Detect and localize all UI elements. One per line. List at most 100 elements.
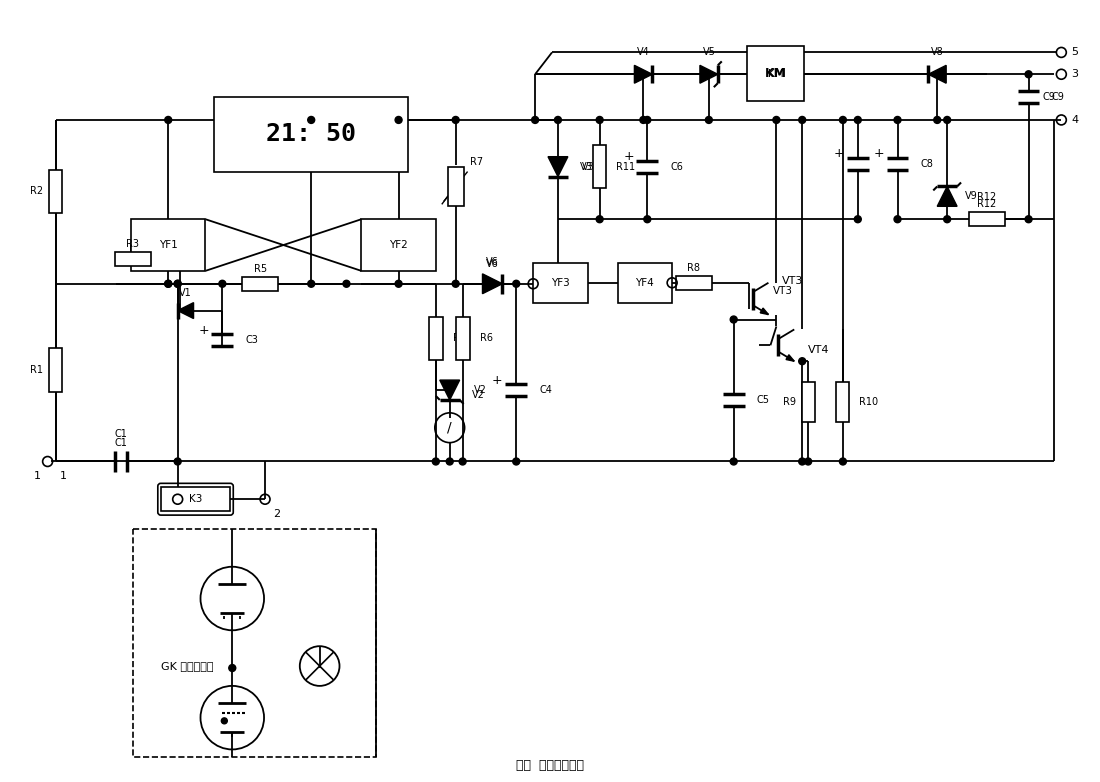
Circle shape	[1025, 71, 1032, 77]
Circle shape	[174, 280, 182, 287]
Bar	[747, 46, 804, 101]
Text: V1: V1	[179, 288, 192, 298]
Text: V3: V3	[580, 162, 593, 171]
Text: R1: R1	[30, 365, 43, 375]
Circle shape	[432, 458, 439, 465]
Circle shape	[1025, 216, 1032, 223]
Circle shape	[395, 117, 403, 124]
Text: +: +	[492, 374, 503, 386]
Text: R10: R10	[859, 397, 879, 407]
Text: C1: C1	[114, 429, 128, 439]
Circle shape	[531, 117, 539, 124]
Circle shape	[221, 718, 228, 724]
Circle shape	[644, 117, 651, 124]
Circle shape	[165, 117, 172, 124]
Circle shape	[640, 117, 647, 124]
Text: R2: R2	[30, 186, 43, 196]
Text: R11: R11	[616, 162, 635, 171]
Polygon shape	[760, 308, 769, 314]
Circle shape	[773, 117, 780, 124]
Text: +: +	[873, 147, 884, 160]
Text: R12: R12	[977, 192, 997, 203]
Bar	[534, 263, 587, 303]
Text: C5: C5	[757, 395, 770, 405]
Text: C3: C3	[245, 335, 258, 346]
Text: R4: R4	[453, 333, 465, 343]
Text: +: +	[198, 324, 209, 337]
Bar	[361, 219, 436, 271]
Bar	[116, 252, 151, 266]
Circle shape	[799, 117, 805, 124]
Circle shape	[894, 117, 901, 124]
Text: R7: R7	[470, 156, 483, 167]
Text: C9: C9	[1043, 92, 1055, 102]
Text: 图一  光控制电路图: 图一 光控制电路图	[516, 759, 584, 772]
Circle shape	[165, 280, 172, 287]
Circle shape	[395, 280, 403, 287]
Polygon shape	[635, 66, 652, 83]
Text: V8: V8	[931, 48, 944, 57]
Text: V6: V6	[486, 259, 498, 269]
Circle shape	[174, 280, 182, 287]
Circle shape	[459, 458, 466, 465]
Text: 21: 50: 21: 50	[266, 122, 356, 146]
Bar	[161, 487, 230, 511]
Text: V2: V2	[473, 385, 486, 395]
Circle shape	[805, 458, 812, 465]
Text: R5: R5	[253, 264, 266, 274]
Bar	[48, 348, 63, 392]
Text: V2: V2	[472, 390, 484, 400]
Circle shape	[165, 280, 172, 287]
Bar	[448, 167, 463, 206]
Bar	[593, 145, 606, 188]
Circle shape	[730, 316, 737, 323]
Bar	[676, 276, 712, 289]
Polygon shape	[178, 303, 194, 318]
Text: 5: 5	[1071, 48, 1078, 57]
Text: 1: 1	[60, 472, 67, 482]
Bar	[131, 219, 206, 271]
Text: KM: KM	[768, 69, 783, 79]
Text: R3: R3	[126, 239, 140, 249]
Polygon shape	[440, 380, 460, 400]
Text: VT3: VT3	[773, 285, 793, 296]
Text: 2: 2	[274, 509, 280, 519]
Circle shape	[855, 216, 861, 223]
Polygon shape	[548, 156, 568, 177]
Text: YF3: YF3	[551, 278, 570, 288]
Circle shape	[855, 117, 861, 124]
Bar	[836, 382, 849, 421]
Circle shape	[934, 117, 940, 124]
Circle shape	[894, 216, 901, 223]
Circle shape	[229, 665, 235, 672]
Circle shape	[596, 117, 603, 124]
Circle shape	[513, 458, 519, 465]
Text: V9: V9	[965, 192, 978, 202]
Text: YF2: YF2	[389, 240, 408, 250]
Circle shape	[308, 117, 315, 124]
Circle shape	[799, 458, 805, 465]
Text: YF4: YF4	[636, 278, 654, 288]
Polygon shape	[928, 66, 946, 83]
Circle shape	[554, 117, 561, 124]
Bar	[48, 170, 63, 213]
Circle shape	[944, 117, 950, 124]
Circle shape	[447, 458, 453, 465]
Text: 3: 3	[1071, 70, 1078, 79]
Text: R9: R9	[783, 397, 795, 407]
Circle shape	[596, 216, 603, 223]
Text: R12: R12	[977, 199, 997, 210]
Text: V3: V3	[582, 162, 594, 171]
Text: V6: V6	[486, 257, 498, 267]
Text: YF1: YF1	[158, 240, 177, 250]
Circle shape	[452, 280, 459, 287]
Text: C9: C9	[1052, 92, 1065, 102]
Bar	[617, 263, 672, 303]
Text: GK 光电控制器: GK 光电控制器	[161, 661, 213, 671]
Text: /: /	[448, 421, 452, 435]
Text: C1: C1	[114, 438, 128, 447]
Text: R8: R8	[688, 263, 701, 273]
Circle shape	[644, 216, 651, 223]
Circle shape	[839, 117, 846, 124]
Text: +: +	[834, 147, 844, 160]
